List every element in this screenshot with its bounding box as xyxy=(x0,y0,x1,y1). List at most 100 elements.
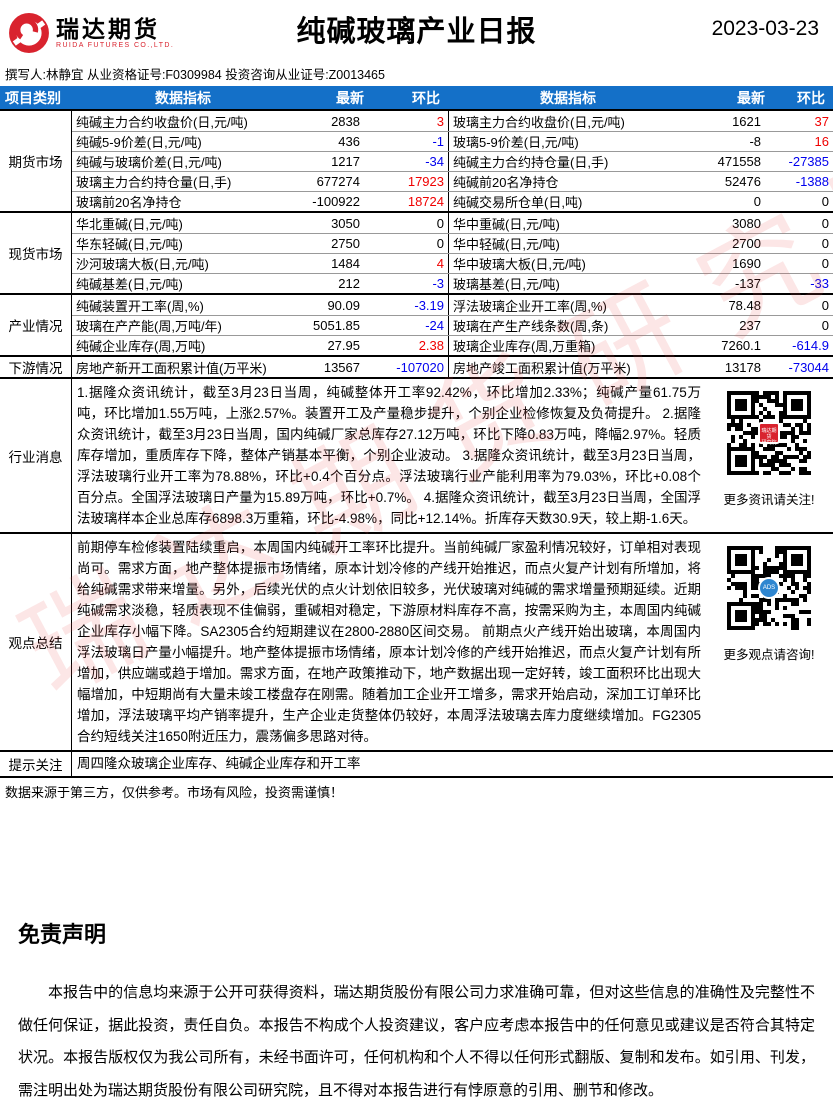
latest-value: 7260.1 xyxy=(721,338,761,353)
change-value: -24 xyxy=(425,318,444,333)
section-downstream: 下游情况 房地产新开工面积累计值(万平米) 13567 -107020 房地产竣… xyxy=(0,355,833,377)
change-value: -1388 xyxy=(795,174,829,189)
indicator-label: 纯碱主力合约收盘价(日,元/吨) xyxy=(76,114,248,130)
table-row: 房地产新开工面积累计值(万平米) 13567 -107020 房地产竣工面积累计… xyxy=(72,357,833,377)
table-row: 华东轻碱(日,元/吨) 2750 0 华中轻碱(日,元/吨) 2700 0 xyxy=(72,233,833,253)
col-header-category: 项目类别 xyxy=(5,89,61,106)
latest-value: -100922 xyxy=(312,194,360,209)
latest-value: 237 xyxy=(739,318,761,333)
summary-text: 前期停车检修装置陆续重启，本周国内纯碱开工率环比提升。当前纯碱厂家盈利情况较好，… xyxy=(77,540,701,744)
change-value: -33 xyxy=(810,276,829,291)
latest-value: 677274 xyxy=(316,174,360,189)
change-value: 0 xyxy=(436,236,444,251)
latest-value: 5051.85 xyxy=(313,318,360,333)
category-label: 期货市场 xyxy=(0,111,72,211)
section-rows: 华北重碱(日,元/吨) 3050 0 华中重碱(日,元/吨) 3080 0 华东… xyxy=(72,213,833,293)
author-line: 撰写人:林静宜 从业资格证号:F0309984 投资咨询从业证号:Z001346… xyxy=(5,68,385,82)
change-value: 2.38 xyxy=(418,338,444,353)
category-label: 现货市场 xyxy=(0,213,72,293)
brand-name-en: RUIDA FUTURES CO.,LTD. xyxy=(56,41,175,49)
section-rows: 房地产新开工面积累计值(万平米) 13567 -107020 房地产竣工面积累计… xyxy=(72,357,833,377)
indicator-label: 玻璃在产生产线条数(周,条) xyxy=(448,316,688,335)
indicator-label: 纯碱前20名净持仓 xyxy=(448,172,688,191)
data-table: 项目类别 数据指标 最新 环比 数据指标 最新 环比 期货市场 纯碱主力合约收盘… xyxy=(0,86,833,778)
table-row: 玻璃在产产能(周,万吨/年) 5051.85 -24 玻璃在产生产线条数(周,条… xyxy=(72,315,833,335)
news-qr-column: 瑞达期货 研究院 更多资讯请关注! xyxy=(705,379,833,532)
latest-value: 3050 xyxy=(331,215,360,231)
indicator-label: 浮法玻璃企业开工率(周,%) xyxy=(448,295,688,315)
change-value: 16 xyxy=(814,134,829,149)
change-value: -27385 xyxy=(788,154,829,169)
disclaimer: 免责声明 本报告中的信息均来源于公开可获得资料，瑞达期货股份有限公司力求准确可靠… xyxy=(18,917,815,1107)
col-header-indicator2: 数据指标 xyxy=(540,89,596,106)
indicator-label: 纯碱装置开工率(周,%) xyxy=(76,298,204,314)
section-rows: 纯碱主力合约收盘价(日,元/吨) 2838 3 玻璃主力合约收盘价(日,元/吨)… xyxy=(72,111,833,211)
latest-value: 90.09 xyxy=(327,297,360,313)
change-value: 37 xyxy=(814,113,829,129)
table-row: 沙河玻璃大板(日,元/吨) 1484 4 华中玻璃大板(日,元/吨) 1690 … xyxy=(72,253,833,273)
change-value: -1 xyxy=(432,134,444,149)
latest-value: 13567 xyxy=(323,359,360,375)
change-value: -73044 xyxy=(788,359,829,375)
latest-value: 471558 xyxy=(717,154,761,169)
focus-content: 周四隆众玻璃企业库存、纯碱企业库存和开工率 xyxy=(72,752,833,776)
summary-qr-column: ADS 更多观点请咨询! xyxy=(705,534,833,750)
indicator-label: 纯碱5-9价差(日,元/吨) xyxy=(76,135,202,150)
table-row: 纯碱主力合约收盘价(日,元/吨) 2838 3 玻璃主力合约收盘价(日,元/吨)… xyxy=(72,111,833,131)
section-futures: 期货市场 纯碱主力合约收盘价(日,元/吨) 2838 3 玻璃主力合约收盘价(日… xyxy=(0,109,833,211)
news-content: 1.据隆众资讯统计，截至3月23日当周，纯碱整体开工率92.42%，环比增加2.… xyxy=(72,379,833,532)
table-row: 纯碱装置开工率(周,%) 90.09 -3.19 浮法玻璃企业开工率(周,%) … xyxy=(72,295,833,315)
footer-note: 数据来源于第三方，仅供参考。市场有风险，投资需谨慎！ xyxy=(5,785,344,800)
indicator-label: 华北重碱(日,元/吨) xyxy=(76,216,183,232)
category-label: 提示关注 xyxy=(0,752,72,776)
latest-value: 1217 xyxy=(331,154,360,169)
latest-value: 0 xyxy=(753,194,761,209)
qr-center-logo-blue: ADS xyxy=(758,577,780,599)
change-value: -3.19 xyxy=(414,297,444,313)
focus-text: 周四隆众玻璃企业库存、纯碱企业库存和开工率 xyxy=(77,756,361,771)
latest-value: 2838 xyxy=(331,113,360,129)
indicator-label: 房地产新开工面积累计值(万平米) xyxy=(76,360,267,376)
change-value: -614.9 xyxy=(792,338,829,353)
indicator-label: 纯碱企业库存(周,万吨) xyxy=(76,339,206,354)
category-label: 产业情况 xyxy=(0,295,72,355)
logo-text: 瑞达期货 RUIDA FUTURES CO.,LTD. xyxy=(56,17,174,50)
col-header-change2: 环比 xyxy=(797,89,825,106)
qr-center-logo-red: 瑞达期货 研究院 xyxy=(758,422,780,446)
latest-value: 27.95 xyxy=(327,338,360,353)
latest-value: -137 xyxy=(734,276,761,291)
table-row: 纯碱基差(日,元/吨) 212 -3 玻璃基差(日,元/吨) -137 -33 xyxy=(72,273,833,293)
section-spot: 现货市场 华北重碱(日,元/吨) 3050 0 华中重碱(日,元/吨) 3080… xyxy=(0,211,833,293)
latest-value: 78.48 xyxy=(728,297,761,313)
latest-value: 1621 xyxy=(732,113,761,129)
change-value: 0 xyxy=(821,318,829,333)
section-rows: 纯碱装置开工率(周,%) 90.09 -3.19 浮法玻璃企业开工率(周,%) … xyxy=(72,295,833,355)
latest-value: 52476 xyxy=(724,174,761,189)
change-value: 4 xyxy=(436,256,444,271)
col-header-change: 环比 xyxy=(412,89,440,106)
report-header: 瑞达期货 RUIDA FUTURES CO.,LTD. 纯碱玻璃产业日报 202… xyxy=(0,0,833,62)
table-row: 纯碱企业库存(周,万吨) 27.95 2.38 玻璃企业库存(周,万重箱) 72… xyxy=(72,335,833,355)
latest-value: -8 xyxy=(749,134,761,149)
category-label: 观点总结 xyxy=(0,534,72,750)
indicator-label: 华中重碱(日,元/吨) xyxy=(448,213,688,233)
table-header-row: 项目类别 数据指标 最新 环比 数据指标 最新 环比 xyxy=(0,86,833,109)
indicator-label: 玻璃基差(日,元/吨) xyxy=(448,274,688,293)
qr-code-news: 瑞达期货 研究院 xyxy=(723,387,815,479)
category-label: 行业消息 xyxy=(0,379,72,532)
latest-value: 13178 xyxy=(724,359,761,375)
latest-value: 212 xyxy=(338,276,360,291)
change-value: 18724 xyxy=(407,194,444,209)
indicator-label: 纯碱与玻璃价差(日,元/吨) xyxy=(76,155,222,170)
change-value: -3 xyxy=(432,276,444,291)
indicator-label: 华中轻碱(日,元/吨) xyxy=(448,234,688,253)
indicator-label: 玻璃前20名净持仓 xyxy=(76,195,182,210)
section-industry: 产业情况 纯碱装置开工率(周,%) 90.09 -3.19 浮法玻璃企业开工率(… xyxy=(0,293,833,355)
latest-value: 2750 xyxy=(331,236,360,251)
change-value: 0 xyxy=(821,297,829,313)
logo-icon xyxy=(9,13,49,53)
indicator-label: 玻璃主力合约收盘价(日,元/吨) xyxy=(448,111,688,131)
latest-value: 1690 xyxy=(732,256,761,271)
table-row: 纯碱与玻璃价差(日,元/吨) 1217 -34 纯碱主力合约持仓量(日,手) 4… xyxy=(72,151,833,171)
section-summary: 观点总结 前期停车检修装置陆续重启，本周国内纯碱开工率环比提升。当前纯碱厂家盈利… xyxy=(0,532,833,750)
